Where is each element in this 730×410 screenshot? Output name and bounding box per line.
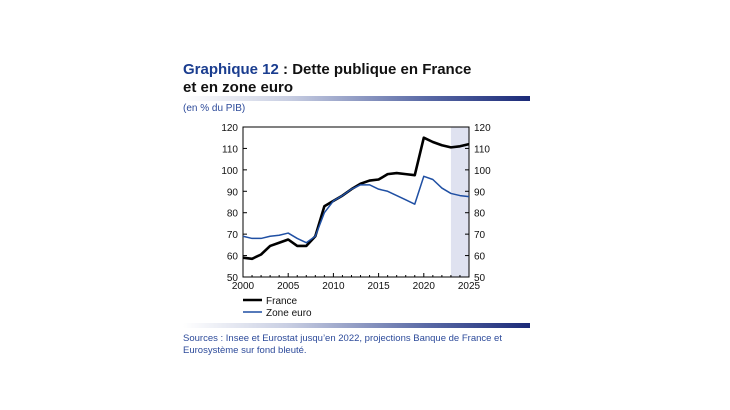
y-tick-label-left: 90 <box>227 187 239 198</box>
x-tick-label: 2005 <box>277 281 300 292</box>
unit-label: (en % du PIB) <box>183 103 246 114</box>
bottom-rule <box>183 323 530 328</box>
sources-note: Sources : Insee et Eurostat jusqu’en 202… <box>183 333 502 356</box>
x-tick-label: 2025 <box>458 281 481 292</box>
x-tick-label: 2020 <box>413 281 436 292</box>
legend-label-france: France <box>266 296 298 307</box>
y-tick-label-left: 70 <box>227 230 239 241</box>
legend-label-zone-euro: Zone euro <box>266 308 312 319</box>
chart-number: Graphique 12 <box>183 61 279 78</box>
y-tick-label-right: 110 <box>474 144 490 155</box>
y-tick-label-left: 80 <box>227 209 239 220</box>
y-tick-label-right: 90 <box>474 187 486 198</box>
projection-band <box>450 127 469 277</box>
series-line-france <box>242 136 470 261</box>
series-line-zone-euro <box>242 175 470 244</box>
y-tick-label-right: 80 <box>474 209 486 220</box>
y-tick-label-right: 120 <box>474 123 491 134</box>
y-tick-label-right: 100 <box>474 166 491 177</box>
x-tick-label: 2015 <box>367 281 390 292</box>
y-tick-label-right: 70 <box>474 230 486 241</box>
plot-frame <box>242 126 470 278</box>
top-rule <box>183 96 530 101</box>
y-tick-label-left: 100 <box>221 166 238 177</box>
x-tick-label: 2010 <box>322 281 345 292</box>
y-tick-label-right: 50 <box>474 273 486 284</box>
x-tick-label: 2000 <box>232 281 255 292</box>
y-tick-label-right: 60 <box>474 252 486 263</box>
y-tick-label-left: 110 <box>222 144 238 155</box>
title-line-1: Dette publique en France <box>292 61 472 78</box>
chart-title: Graphique 12 : Dette publique en France … <box>183 61 523 97</box>
y-tick-label-left: 120 <box>221 123 238 134</box>
y-tick-label-left: 50 <box>227 273 239 284</box>
title-separator: : <box>278 61 293 78</box>
title-line-2: et en zone euro <box>183 79 294 96</box>
y-tick-label-left: 60 <box>227 252 239 263</box>
